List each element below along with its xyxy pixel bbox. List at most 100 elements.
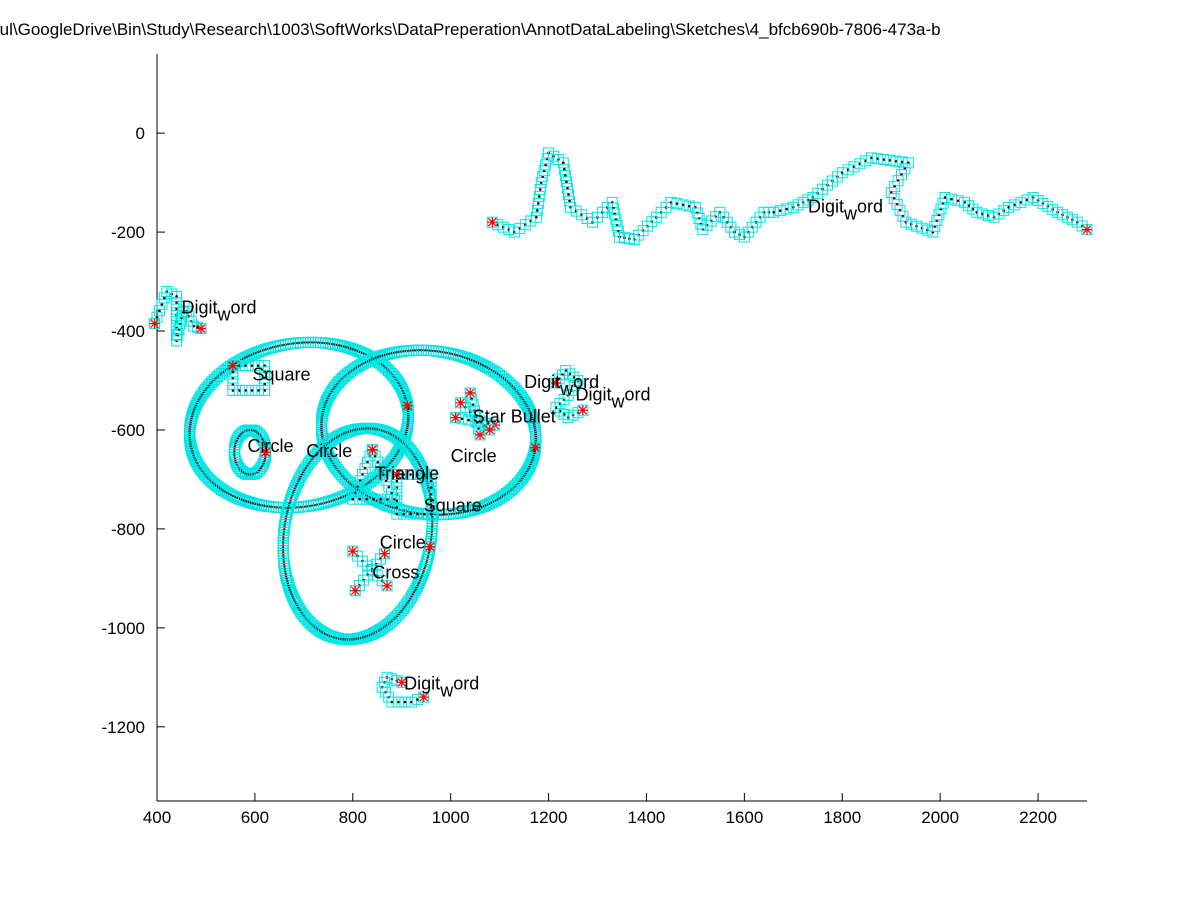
- stroke-digit-word-9: [149, 285, 207, 347]
- sample-box: [564, 368, 576, 380]
- sample-box: [237, 494, 249, 506]
- sample-point: [163, 296, 166, 300]
- sample-box: [525, 409, 537, 421]
- sample-box: [171, 297, 183, 309]
- sample-point: [384, 479, 388, 482]
- x-tick-label: 800: [339, 808, 367, 827]
- sample-point: [416, 512, 419, 516]
- sample-box: [935, 203, 947, 215]
- sample-box: [259, 384, 271, 396]
- sample-point: [366, 460, 369, 464]
- sample-box: [255, 462, 267, 474]
- stroke-cross-7-1: [349, 548, 391, 597]
- sample-box: [971, 206, 983, 218]
- sample-box: [982, 210, 994, 222]
- sample-box: [560, 365, 572, 377]
- sample-box: [347, 493, 359, 505]
- sample-box: [411, 468, 423, 480]
- sample-box: [562, 389, 574, 401]
- sample-box: [369, 450, 381, 462]
- sample-point: [429, 473, 433, 476]
- sample-point: [538, 188, 542, 191]
- x-tick-label: 1600: [725, 808, 763, 827]
- sample-point: [393, 497, 396, 501]
- y-tick-label: -1000: [102, 619, 145, 638]
- sample-box: [508, 226, 520, 238]
- stroke-label: Digitword: [524, 372, 599, 399]
- sample-box: [952, 195, 964, 207]
- sample-box: [609, 208, 621, 220]
- sample-box: [1009, 199, 1021, 211]
- sample-point: [429, 486, 433, 489]
- stroke-square-4: [227, 360, 271, 396]
- sample-box: [246, 360, 258, 372]
- sample-point: [387, 485, 391, 489]
- stroke-star-bullet-8-2: [454, 397, 496, 436]
- sample-box: [425, 482, 437, 494]
- stroke-digit-word-10: [550, 365, 589, 424]
- sample-box: [530, 211, 542, 223]
- sample-point: [358, 497, 362, 501]
- sample-box: [418, 468, 430, 480]
- y-tick-label: -200: [111, 223, 145, 242]
- sample-box: [156, 298, 168, 310]
- stroke-digit-word-12: [486, 147, 1093, 246]
- sample-box: [361, 493, 373, 505]
- sample-point: [467, 418, 470, 422]
- axes: 400 600 800 1000 1200 1400 1600 1800 2000 2200 0 -2…: [102, 54, 1087, 827]
- sample-box: [397, 603, 409, 615]
- sample-box: [885, 187, 897, 199]
- sample-point: [263, 364, 266, 367]
- sample-box: [836, 167, 848, 179]
- sample-box: [558, 163, 570, 175]
- sample-box: [171, 335, 183, 347]
- sample-point: [382, 473, 385, 476]
- sample-box: [937, 197, 949, 209]
- sample-point: [353, 491, 357, 495]
- sample-box: [946, 193, 958, 205]
- sample-box: [151, 311, 163, 323]
- sample-box: [201, 471, 213, 483]
- sample-box: [375, 493, 387, 505]
- sample-box: [358, 357, 370, 369]
- sample-box: [842, 164, 854, 176]
- sample-box: [691, 207, 703, 219]
- sample-point: [536, 209, 539, 212]
- sample-box: [375, 350, 387, 362]
- stroke-label: Square: [424, 496, 482, 516]
- sample-box: [290, 598, 302, 610]
- x-tick-label: 1800: [823, 808, 861, 827]
- sample-point: [785, 207, 789, 211]
- sample-box: [607, 202, 619, 214]
- sample-point: [379, 497, 382, 501]
- sample-box: [354, 475, 366, 487]
- x-tick-label: 400: [143, 808, 171, 827]
- endpoint-marker: [382, 580, 393, 591]
- sample-box: [419, 471, 431, 483]
- sample-box: [362, 477, 374, 489]
- endpoint-marker: [465, 387, 476, 398]
- sample-point: [250, 364, 254, 367]
- sample-point: [561, 161, 565, 165]
- sample-box: [233, 493, 245, 505]
- stroke-label: Cross: [372, 562, 419, 582]
- sample-point: [263, 376, 266, 380]
- x-tick-label: 2200: [1019, 808, 1057, 827]
- sample-box: [671, 198, 683, 210]
- sample-box: [349, 487, 361, 499]
- sample-box: [637, 225, 649, 237]
- sample-box: [381, 493, 393, 505]
- sample-box: [386, 696, 398, 708]
- sample-point: [192, 324, 196, 328]
- sample-box: [1015, 196, 1027, 208]
- sample-box: [233, 430, 245, 442]
- sample-box: [190, 400, 202, 412]
- sample-box: [565, 201, 577, 213]
- sample-box: [1021, 194, 1033, 206]
- y-tick-label: 0: [136, 124, 145, 143]
- x-tick-label: 1400: [628, 808, 666, 827]
- sample-point: [943, 196, 947, 199]
- sample-point: [263, 382, 266, 386]
- sample-box: [398, 508, 410, 520]
- sample-point: [390, 700, 394, 704]
